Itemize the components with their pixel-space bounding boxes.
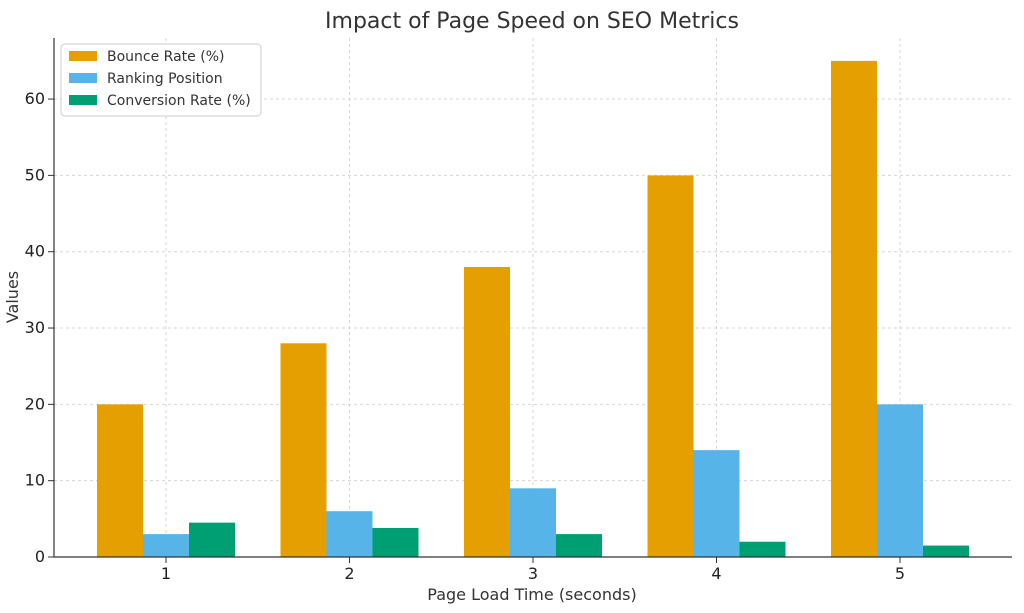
- x-tick-label: 4: [711, 564, 721, 583]
- legend-swatch-1: [69, 73, 97, 83]
- bar-series-1-category-4: [877, 404, 923, 557]
- bar-series-2-category-1: [372, 527, 419, 557]
- bar-series-1-category-0: [143, 534, 189, 557]
- y-tick-label: 30: [25, 318, 45, 337]
- legend-label-1: Ranking Position: [107, 71, 223, 87]
- bar-series-2-category-0: [189, 522, 235, 557]
- legend-label-0: Bounce Rate (%): [107, 49, 224, 65]
- legend-swatch-2: [69, 95, 97, 105]
- bar-series-0-category-2: [464, 266, 510, 557]
- y-tick-label: 10: [25, 471, 45, 490]
- chart-title: Impact of Page Speed on SEO Metrics: [325, 9, 739, 34]
- bar-series-1-category-2: [510, 488, 556, 557]
- bar-series-0-category-0: [97, 404, 143, 557]
- bar-series-0-category-3: [647, 175, 694, 557]
- legend-swatch-0: [69, 51, 97, 61]
- bar-series-0-category-4: [831, 60, 877, 557]
- y-tick-label: 60: [25, 89, 45, 108]
- y-axis-label: Values: [3, 271, 22, 323]
- x-tick-label: 1: [161, 564, 171, 583]
- legend: Bounce Rate (%) Ranking Position Conversio…: [60, 43, 262, 117]
- bar-series-2-category-3: [739, 541, 786, 557]
- y-tick-label: 20: [25, 394, 45, 413]
- y-tick-label: 50: [25, 165, 45, 184]
- bar-series-0-category-1: [280, 343, 327, 557]
- bar-series-1-category-1: [326, 511, 373, 557]
- legend-label-2: Conversion Rate (%): [107, 93, 251, 109]
- bar-series-2-category-4: [923, 545, 969, 557]
- axes: 0 10 20 30 40 50 60 1 2 3 4 5: [25, 38, 1012, 583]
- x-axis-label: Page Load Time (seconds): [427, 585, 636, 604]
- y-tick-label: 40: [25, 242, 45, 261]
- x-tick-label: 5: [895, 564, 905, 583]
- bar-series-2-category-2: [556, 534, 602, 557]
- bars: [97, 60, 969, 557]
- x-tick-label: 2: [344, 564, 354, 583]
- bar-series-1-category-3: [693, 450, 740, 557]
- x-tick-label: 3: [528, 564, 538, 583]
- y-tick-label: 0: [35, 547, 45, 566]
- legend-frame: [60, 43, 262, 117]
